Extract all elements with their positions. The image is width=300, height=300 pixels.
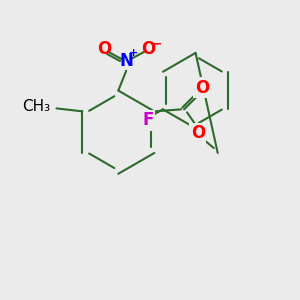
Text: N: N: [119, 52, 133, 70]
Text: O: O: [191, 124, 205, 142]
Text: F: F: [142, 111, 154, 129]
Text: +: +: [128, 48, 138, 58]
Text: O: O: [141, 40, 155, 58]
Text: −: −: [152, 38, 162, 50]
Text: O: O: [195, 79, 209, 97]
Text: CH₃: CH₃: [22, 99, 51, 114]
Text: O: O: [97, 40, 112, 58]
